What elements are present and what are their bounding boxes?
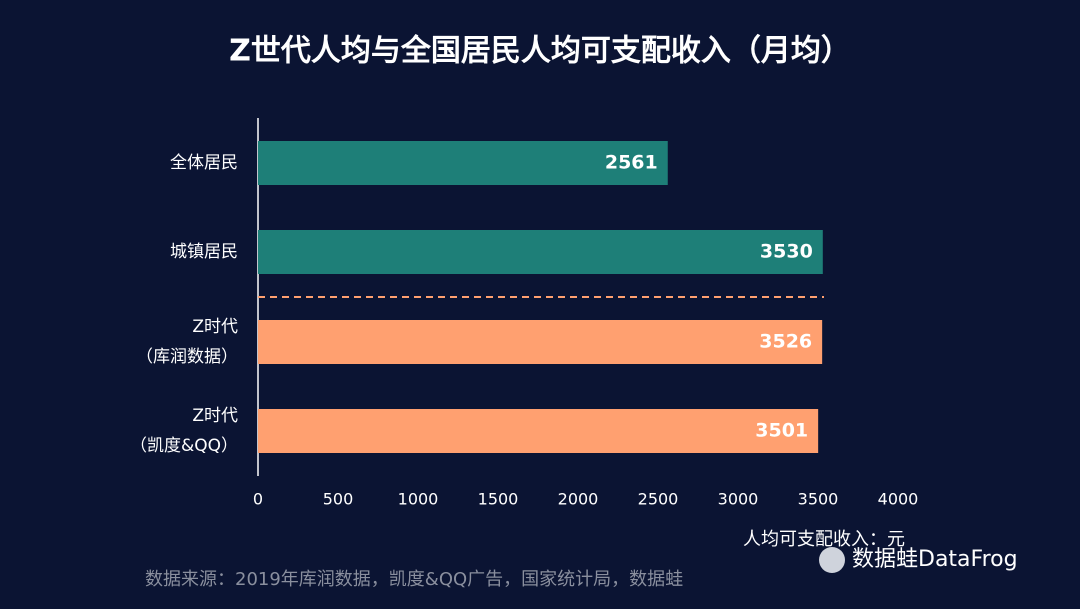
x-tick-label: 0 (253, 490, 263, 509)
chart-title: Z世代人均与全国居民人均可支配收入（月均） (229, 34, 851, 69)
x-tick-label: 3500 (798, 490, 839, 509)
x-tick-label: 2500 (638, 490, 679, 509)
x-tick-label: 1500 (478, 490, 519, 509)
source: 数据来源：2019年库润数据，凯度&QQ广告，国家统计局，数据蛙 (145, 569, 683, 590)
y-tick-label: Z时代 (192, 317, 238, 337)
y-tick-label: Z时代 (192, 406, 238, 426)
value-label: 3501 (755, 420, 808, 442)
x-tick-label: 3000 (718, 490, 759, 509)
value-label: 2561 (605, 152, 658, 174)
bar (258, 409, 819, 453)
watermark: 数据蛙DataFrog (852, 547, 1018, 572)
y-tick-label: 全体居民 (170, 153, 238, 173)
x-tick-label: 500 (323, 490, 354, 509)
bar (258, 141, 668, 185)
value-label: 3530 (760, 241, 813, 263)
bar (258, 320, 823, 364)
bar (258, 230, 823, 274)
y-tick-label: （库润数据） (136, 347, 238, 367)
x-tick-label: 1000 (398, 490, 439, 509)
x-tick-label: 2000 (558, 490, 599, 509)
y-tick-label: 城镇居民 (170, 242, 238, 262)
y-tick-label: （凯度&QQ） (130, 436, 238, 456)
x-tick-label: 4000 (878, 490, 919, 509)
wechat-icon (819, 547, 845, 573)
x-axis-label: 人均可支配收入：元 (743, 529, 905, 550)
value-label: 3526 (759, 331, 812, 353)
